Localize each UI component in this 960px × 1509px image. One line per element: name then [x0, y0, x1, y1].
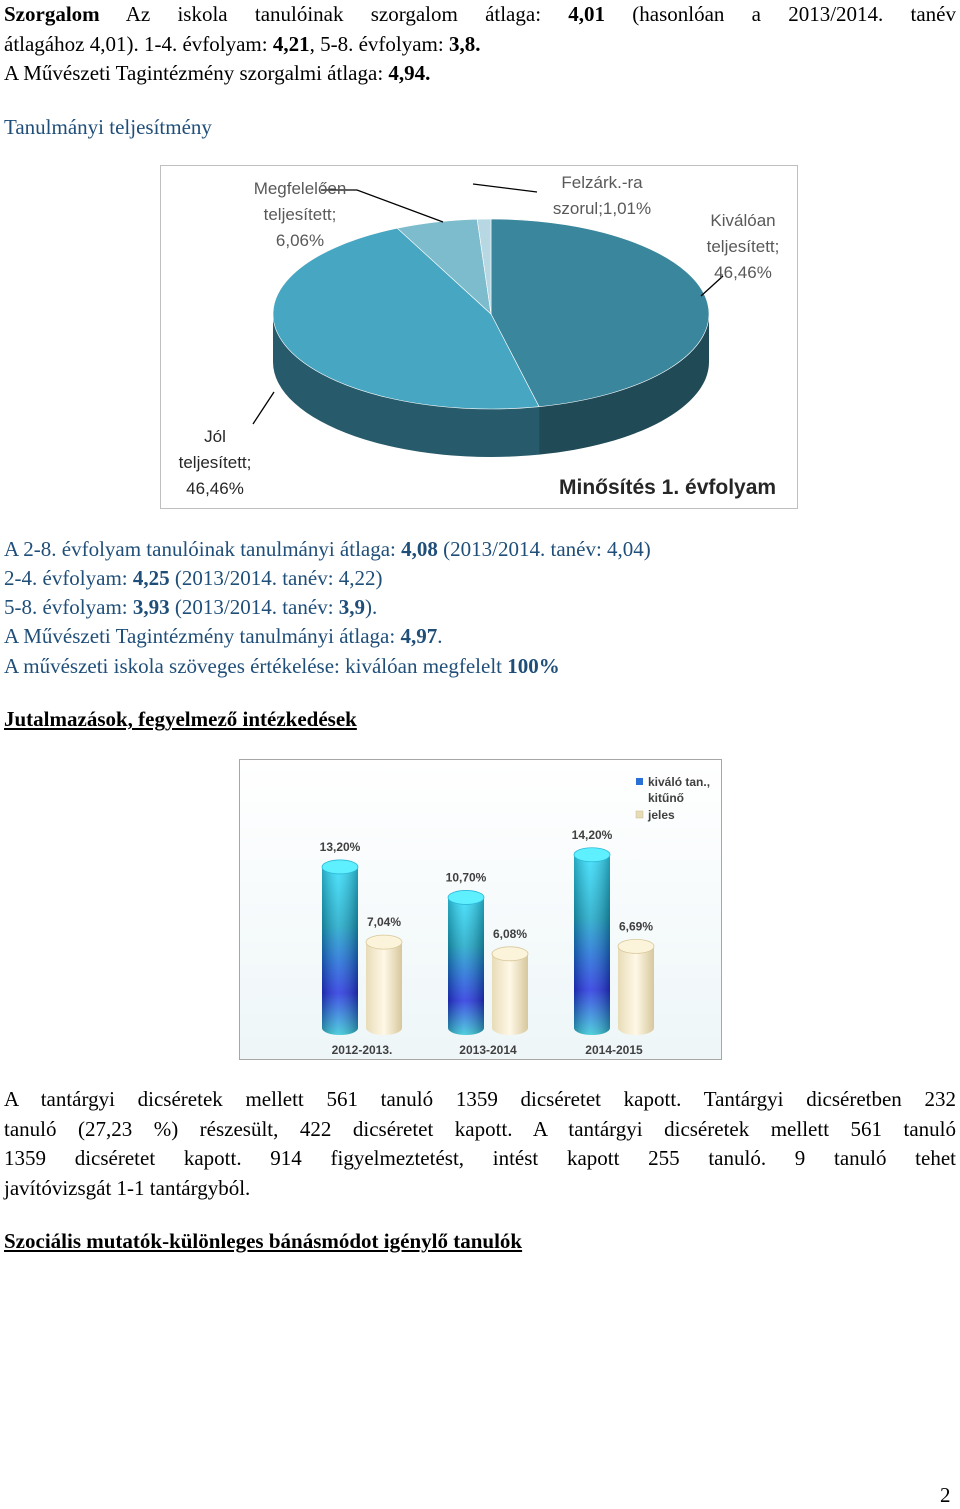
bar-value-label: 6,08%: [493, 927, 527, 941]
pie-label-text: teljesített;: [263, 205, 337, 224]
paragraph-line: A tantárgyi dicséretek mellett 561 tanul…: [4, 1087, 956, 1111]
szorgalom-text: Az iskola tanulóinak szorgalom átlaga:: [125, 2, 569, 26]
legend-swatch-2: [635, 810, 644, 819]
dicseret-paragraph: A tantárgyi dicséretek mellett 561 tanul…: [4, 1085, 956, 1203]
szocialis-heading: Szociális mutatók-különleges bánásmódot …: [4, 1229, 523, 1253]
szorgalom-1-4: 4,21: [272, 31, 310, 56]
pie-label-jol: Jól teljesített; 46,46%: [155, 424, 275, 502]
bar-value-label: 6,69%: [619, 919, 653, 933]
bar-top: [491, 946, 529, 962]
szorgalom-text-3a: A Művészeti Tagintézmény szorgalmi átlag…: [4, 61, 389, 85]
paragraph-line: javítóvizsgát 1-1 tantárgyból.: [4, 1175, 251, 1200]
text: 5-8. évfolyam:: [4, 595, 133, 619]
pie-label-text: Megfelelően: [253, 179, 347, 198]
text: (2013/2014. tanév:: [169, 595, 339, 619]
legend-s1-line1: kiváló tan.,: [648, 775, 710, 789]
text: A művészeti iskola szöveges értékelése: …: [4, 654, 508, 678]
text: (2013/2014. tanév: 4,04): [437, 537, 651, 561]
bar-value-label: 7,04%: [367, 915, 401, 929]
legend-s2: jeles: [647, 808, 675, 822]
paragraph-line: tanuló (27,23 %) részesült, 422 dicséret…: [4, 1116, 956, 1141]
bar-chart-box: 13,20% 7,04% 2012-2013. 10,70% 6,08% 2013-201…: [239, 759, 722, 1060]
text: A Művészeti Tagintézmény tanulmányi átla…: [4, 624, 401, 648]
leader-line: [472, 183, 538, 193]
bar-value-label: 14,20%: [572, 828, 613, 842]
text: .: [437, 624, 443, 648]
pie-chart: [252, 183, 724, 457]
pie-slice: [490, 218, 710, 407]
bar-top: [573, 847, 611, 863]
szorgalom-title: Szorgalom: [4, 2, 100, 26]
tanulmanyi-line-2: 2-4. évfolyam: 4,25 (2013/2014. tanév: 4…: [4, 564, 383, 593]
value: 4,08: [401, 537, 438, 561]
value: 100%: [507, 654, 560, 678]
pie-label-kivalo: Kiválóan teljesített; 46,46%: [673, 208, 813, 286]
bar-jeles: [492, 953, 528, 1035]
tanulmanyi-line-5: A művészeti iskola szöveges értékelése: …: [4, 652, 560, 681]
leader-line: [252, 391, 275, 425]
bar-shade: [574, 854, 610, 1035]
text: 2-4. évfolyam:: [4, 566, 133, 590]
tanulmanyi-line-4: A Művészeti Tagintézmény tanulmányi átla…: [4, 622, 442, 651]
bar-shade: [448, 897, 484, 1035]
text: A 2-8. évfolyam tanulóinak tanulmányi át…: [4, 537, 402, 561]
pie-side: [273, 314, 540, 457]
pie-label-text: teljesített;: [178, 453, 252, 472]
bar-top: [321, 859, 359, 875]
page-number: 2: [940, 1483, 951, 1507]
tanulmanyi-line-1: A 2-8. évfolyam tanulóinak tanulmányi át…: [4, 535, 651, 564]
szorgalom-5-8: 3,8.: [448, 31, 481, 56]
pie-label-text: 46,46%: [186, 479, 244, 498]
szorgalom-text-tail: (hasonlóan a 2013/2014. tanév: [605, 2, 956, 26]
pie-chart-title: Minősítés 1. évfolyam: [559, 476, 777, 499]
szorgalom-line-3: A Művészeti Tagintézmény szorgalmi átlag…: [4, 59, 956, 89]
value: 3,93: [132, 595, 170, 619]
bar-shade: [322, 866, 358, 1035]
bar-value-label: 10,70%: [446, 870, 487, 884]
bar-jeles: [366, 942, 402, 1035]
legend-swatch-1: [636, 778, 643, 785]
pie-slice: [476, 218, 492, 315]
value: 4,97: [400, 624, 438, 648]
tanulmanyi-heading: Tanulmányi teljesítmény: [4, 115, 212, 139]
pie-label-felzark: Felzárk.-ra szorul;1,01%: [527, 170, 677, 222]
legend-s1-line2: kitűnő: [648, 791, 684, 805]
paragraph-line: 1359 dicséretet kapott. 914 figyelmeztet…: [4, 1146, 956, 1170]
text: (2013/2014. tanév: 4,22): [169, 566, 383, 590]
leader-line: [321, 189, 444, 223]
pie-label-text: szorul;1,01%: [552, 199, 652, 218]
szorgalom-art: 4,94.: [388, 61, 431, 85]
pie-label-text: Jól: [204, 427, 226, 446]
pie-label-text: teljesített;: [706, 237, 780, 256]
szorgalom-paragraph: Szorgalom Az iskola tanulóinak szorgalom…: [4, 0, 956, 89]
jutalmazas-heading: Jutalmazások, fegyelmező intézkedések: [4, 707, 357, 731]
leader-line: [700, 275, 724, 297]
text: ).: [365, 595, 378, 619]
bar-top: [365, 934, 403, 950]
tanulmanyi-line-3: 5-8. évfolyam: 3,93 (2013/2014. tanév: 3…: [4, 593, 377, 622]
bar-chart: 13,20% 7,04% 2012-2013. 10,70% 6,08% 2013-201…: [240, 760, 721, 1059]
category-label: 2013-2014: [459, 1043, 517, 1057]
pie-label-text: Felzárk.-ra: [561, 173, 643, 192]
category-label: 2012-2013.: [332, 1043, 393, 1057]
pie-chart-box: Megfelelően teljesített; 6,06% Felzárk.-…: [160, 165, 798, 509]
pie-label-text: 46,46%: [714, 263, 772, 282]
pie-side: [539, 314, 709, 455]
value: 4,25: [132, 566, 170, 590]
bar-jeles: [618, 946, 654, 1035]
value: 3,9: [338, 595, 366, 619]
szorgalom-avg: 4,01: [568, 2, 606, 26]
szorgalom-line-2: átlagához 4,01). 1-4. évfolyam: 4,21, 5-…: [4, 30, 956, 60]
pie-label-text: 6,06%: [275, 231, 325, 250]
bar-top: [617, 938, 655, 954]
pie-label-text: Kiválóan: [710, 211, 776, 230]
szorgalom-text-2b: , 5-8. évfolyam:: [309, 31, 449, 56]
pie-slice: [272, 227, 540, 410]
pie-label-megfelelo: Megfelelően teljesített; 6,06%: [225, 176, 375, 254]
szorgalom-line-1: Szorgalom Az iskola tanulóinak szorgalom…: [4, 0, 956, 30]
bar-value-label: 13,20%: [320, 840, 361, 854]
bar-top: [447, 890, 485, 905]
category-label: 2014-2015: [585, 1043, 643, 1057]
szorgalom-text-2a: átlagához 4,01). 1-4. évfolyam:: [4, 31, 273, 56]
